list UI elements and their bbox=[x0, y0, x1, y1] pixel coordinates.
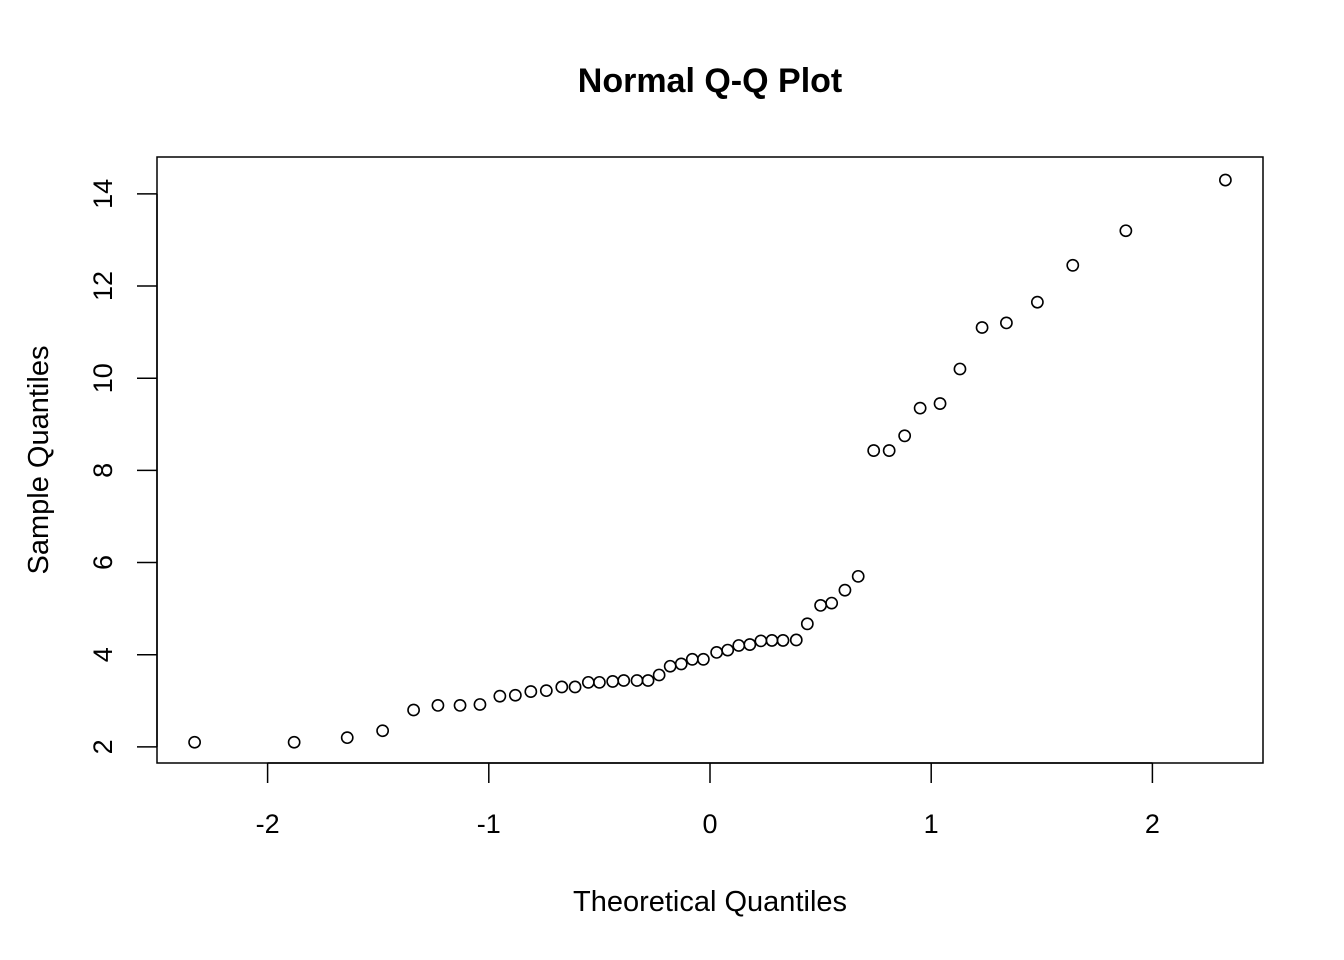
data-point bbox=[453, 698, 467, 712]
data-point bbox=[913, 401, 927, 415]
data-point bbox=[524, 685, 538, 698]
data-point bbox=[898, 429, 912, 443]
data-point bbox=[825, 596, 839, 610]
data-point bbox=[641, 674, 655, 687]
y-tick-label: 8 bbox=[88, 463, 118, 478]
data-point bbox=[776, 634, 790, 647]
data-point bbox=[685, 652, 699, 666]
data-point bbox=[581, 675, 595, 689]
x-tick-label: -2 bbox=[256, 809, 280, 839]
data-point bbox=[508, 688, 522, 702]
x-tick-label: 2 bbox=[1145, 809, 1160, 839]
x-axis: -2 -1 0 1 2 bbox=[256, 762, 1160, 839]
x-axis-label: Theoretical Quantiles bbox=[573, 886, 847, 918]
data-point bbox=[188, 735, 202, 749]
chart-title: Normal Q-Q Plot bbox=[578, 62, 842, 100]
data-point bbox=[1218, 173, 1232, 187]
data-point bbox=[765, 634, 779, 647]
data-point bbox=[882, 444, 896, 457]
y-tick-label: 6 bbox=[88, 555, 118, 570]
data-point bbox=[851, 569, 865, 583]
data-point bbox=[1000, 316, 1013, 330]
data-point bbox=[1030, 295, 1044, 309]
y-tick-label: 2 bbox=[88, 739, 118, 754]
data-point bbox=[867, 444, 881, 457]
y-axis-label: Sample Quantiles bbox=[23, 346, 55, 575]
data-point bbox=[814, 598, 827, 612]
data-point bbox=[953, 362, 967, 376]
y-axis: 2 4 6 8 10 12 14 bbox=[88, 179, 158, 754]
data-point bbox=[663, 659, 677, 673]
data-point bbox=[789, 633, 803, 647]
data-point bbox=[539, 684, 553, 698]
y-tick-label: 10 bbox=[88, 363, 118, 393]
data-point bbox=[674, 657, 688, 671]
data-point bbox=[975, 321, 989, 334]
data-point bbox=[800, 617, 814, 631]
data-point bbox=[838, 583, 852, 597]
data-point bbox=[933, 397, 947, 410]
x-tick-label: 0 bbox=[702, 809, 717, 839]
data-point bbox=[630, 674, 644, 687]
data-point bbox=[652, 668, 666, 682]
data-point bbox=[710, 645, 724, 659]
data-point bbox=[617, 674, 631, 687]
data-point bbox=[696, 652, 710, 666]
data-point bbox=[593, 675, 606, 689]
data-point bbox=[340, 731, 354, 745]
data-point bbox=[754, 634, 768, 648]
plot-area-frame bbox=[156, 156, 1264, 764]
data-point bbox=[287, 735, 301, 749]
data-point bbox=[473, 698, 487, 711]
y-tick-label: 4 bbox=[88, 647, 118, 662]
data-point bbox=[493, 689, 507, 703]
data-point bbox=[721, 643, 735, 657]
data-point bbox=[743, 638, 757, 651]
x-tick-label: -1 bbox=[477, 809, 501, 839]
data-point bbox=[606, 675, 620, 688]
data-point bbox=[555, 680, 569, 694]
data-point bbox=[376, 724, 390, 738]
data-point bbox=[431, 698, 445, 712]
x-tick-label: 1 bbox=[924, 809, 939, 839]
data-points bbox=[188, 173, 1232, 749]
y-tick-label: 12 bbox=[88, 271, 118, 301]
data-point bbox=[1119, 224, 1133, 238]
data-point bbox=[1066, 258, 1080, 272]
y-tick-label: 14 bbox=[88, 179, 118, 209]
data-point bbox=[568, 680, 582, 694]
data-point bbox=[732, 639, 746, 652]
data-point bbox=[407, 703, 420, 717]
